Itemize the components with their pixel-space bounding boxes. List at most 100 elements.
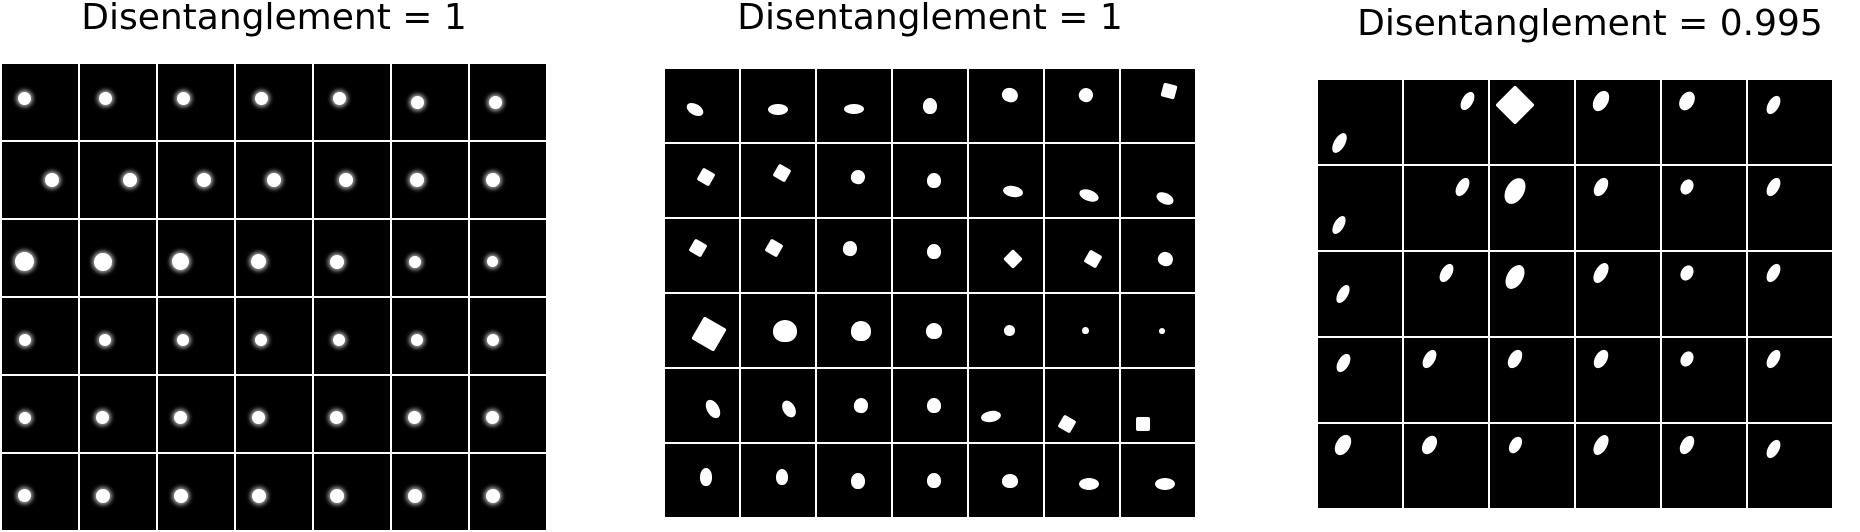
sprite-shape (196, 173, 211, 187)
sprite-shape (684, 99, 706, 119)
image-tile (1121, 369, 1195, 442)
image-tile (1748, 166, 1832, 250)
sprite-shape (254, 91, 268, 105)
sprite-shape (702, 397, 724, 421)
sprite-shape (1590, 347, 1612, 371)
image-tile (893, 144, 967, 217)
image-tile (1318, 166, 1402, 250)
image-tile (314, 454, 390, 530)
image-tile (1748, 80, 1832, 164)
image-tile (80, 454, 156, 530)
image-tile (1121, 444, 1195, 517)
image-tile (236, 142, 312, 218)
sprite-shape (1136, 416, 1151, 431)
sprite-shape (485, 488, 500, 503)
image-tile (1121, 294, 1195, 367)
image-tile (1404, 338, 1488, 422)
sprite-shape (926, 173, 941, 188)
image-tile (1404, 424, 1488, 508)
image-tile (1318, 252, 1402, 336)
image-tile (392, 376, 468, 452)
image-tile (893, 294, 967, 367)
image-tile (2, 454, 78, 530)
image-tile (80, 142, 156, 218)
image-tile (1045, 369, 1119, 442)
image-tile (314, 64, 390, 140)
image-tile (1662, 424, 1746, 508)
image-tile (665, 369, 739, 442)
image-tile (1318, 338, 1402, 422)
image-tile (158, 376, 234, 452)
sprite-shape (1495, 85, 1535, 125)
image-tile (741, 144, 815, 217)
image-tile (741, 444, 815, 517)
image-tile (1404, 252, 1488, 336)
image-tile (741, 294, 815, 367)
sprite-shape (18, 333, 31, 346)
image-tile (470, 64, 546, 140)
sprite-shape (1590, 432, 1612, 458)
sprite-shape (176, 91, 190, 105)
sprite-shape (696, 167, 716, 187)
image-tile (665, 294, 739, 367)
sprite-shape (1329, 213, 1349, 236)
image-tile (236, 298, 312, 374)
image-tile (1490, 166, 1574, 250)
image-tile (1045, 144, 1119, 217)
sprite-shape (1001, 473, 1018, 488)
image-tile (1748, 424, 1832, 508)
sprite-shape (251, 488, 266, 503)
image-tile (1662, 252, 1746, 336)
sprite-shape (408, 411, 422, 425)
sprite-shape (980, 409, 1002, 424)
sprite-shape (842, 239, 859, 257)
image-tile (817, 444, 891, 517)
image-grid-3 (1318, 80, 1832, 508)
image-tile (969, 219, 1043, 292)
sprite-shape (1155, 249, 1175, 269)
image-tile (392, 142, 468, 218)
image-tile (158, 298, 234, 374)
sprite-shape (252, 411, 266, 425)
panel-title-3: Disentanglement = 0.995 (1357, 3, 1823, 44)
sprite-shape (1057, 414, 1077, 434)
sprite-shape (1676, 88, 1699, 114)
sprite-shape (775, 468, 788, 485)
sprite-shape (1002, 184, 1025, 199)
sprite-shape (96, 411, 110, 425)
image-tile (665, 219, 739, 292)
sprite-shape (485, 173, 500, 187)
image-tile (80, 220, 156, 296)
sprite-shape (1763, 347, 1783, 371)
image-tile (392, 454, 468, 530)
sprite-shape (699, 467, 712, 486)
image-tile (741, 219, 815, 292)
sprite-shape (45, 173, 60, 187)
image-tile (236, 376, 312, 452)
sprite-shape (1155, 478, 1176, 491)
sprite-shape (1677, 177, 1697, 197)
sprite-shape (853, 396, 870, 415)
sprite-shape (772, 163, 792, 183)
image-grid-1 (2, 64, 546, 530)
panel-title-1: Disentanglement = 1 (81, 0, 467, 38)
image-tile (2, 64, 78, 140)
sprite-shape (848, 167, 867, 186)
sprite-shape (1083, 249, 1103, 269)
sprite-shape (923, 97, 937, 114)
image-tile (470, 142, 546, 218)
image-tile (1404, 80, 1488, 164)
sprite-shape (15, 252, 35, 272)
image-tile (1576, 338, 1660, 422)
sprite-shape (251, 254, 267, 270)
sprite-shape (329, 488, 344, 503)
sprite-shape (18, 411, 31, 424)
sprite-shape (174, 411, 188, 425)
sprite-shape (1453, 175, 1473, 199)
image-tile (817, 144, 891, 217)
sprite-shape (1676, 433, 1698, 457)
sprite-shape (1078, 186, 1101, 204)
image-tile (470, 298, 546, 374)
image-tile (80, 64, 156, 140)
image-tile (470, 376, 546, 452)
